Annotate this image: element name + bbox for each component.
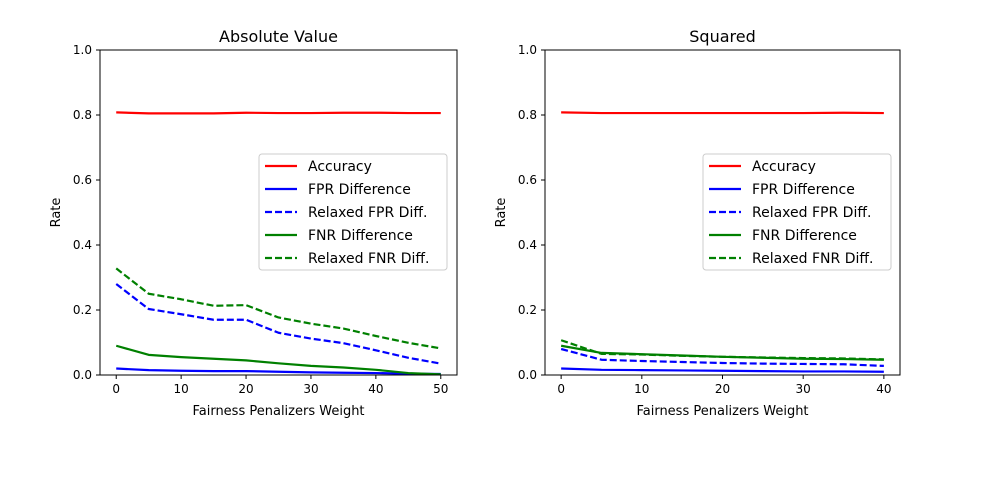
x-tick-label: 0 xyxy=(112,382,120,396)
y-tick-label: 1.0 xyxy=(518,43,537,57)
y-tick-label: 0.0 xyxy=(73,368,92,382)
y-tick-label: 0.0 xyxy=(518,368,537,382)
legend-label: Relaxed FNR Diff. xyxy=(752,251,873,267)
y-axis-label: Rate xyxy=(49,198,64,228)
x-tick-label: 30 xyxy=(796,382,811,396)
legend-label: FNR Difference xyxy=(308,228,413,244)
x-tick-label: 50 xyxy=(433,382,448,396)
series-line-accuracy xyxy=(116,111,441,115)
legend: Accuracy FPR Difference Relaxed FPR Diff. F… xyxy=(258,153,448,271)
y-axis-label: Rate xyxy=(494,198,509,228)
chart-title: Squared xyxy=(689,27,755,46)
series-line-accuracy xyxy=(561,111,884,115)
y-tick-label: 0.6 xyxy=(518,173,537,187)
series-lines xyxy=(560,111,884,373)
series-lines xyxy=(115,111,441,376)
legend-label: Relaxed FPR Diff. xyxy=(308,205,427,221)
x-tick-label: 30 xyxy=(303,382,318,396)
x-tick-label: 10 xyxy=(173,382,188,396)
y-tick-label: 0.2 xyxy=(518,303,537,317)
y-tick-label: 0.8 xyxy=(518,108,537,122)
legend-box xyxy=(258,153,448,271)
series-line-relaxed-fpr-diff xyxy=(560,347,884,367)
y-tick-label: 0.2 xyxy=(73,303,92,317)
legend-box xyxy=(702,153,892,271)
series-line-fpr-difference xyxy=(561,367,884,373)
x-tick-label: 20 xyxy=(715,382,730,396)
legend-label: FPR Difference xyxy=(308,182,411,198)
chart-title: Absolute Value xyxy=(219,27,338,46)
x-axis-label: Fairness Penalizers Weight xyxy=(636,404,808,419)
legend-label: FPR Difference xyxy=(752,182,855,198)
x-tick-label: 10 xyxy=(634,382,649,396)
series-line-relaxed-fpr-diff xyxy=(115,283,441,365)
y-tick-label: 0.8 xyxy=(73,108,92,122)
series-line-fnr-difference xyxy=(115,344,441,376)
legend-label: Accuracy xyxy=(308,159,372,175)
x-tick-label: 20 xyxy=(238,382,253,396)
legend-label: FNR Difference xyxy=(752,228,857,244)
x-tick-label: 40 xyxy=(368,382,383,396)
series-line-relaxed-fnr-diff xyxy=(560,339,884,361)
chart-panel-absolute-value: Absolute Value Fairness Penalizers Weigh… xyxy=(49,27,458,419)
legend-label: Relaxed FNR Diff. xyxy=(308,251,429,267)
chart-panel-squared: Squared Fairness Penalizers Weight Rate … xyxy=(494,27,901,419)
x-tick-label: 0 xyxy=(557,382,565,396)
y-tick-label: 0.6 xyxy=(73,173,92,187)
legend: Accuracy FPR Difference Relaxed FPR Diff. F… xyxy=(702,153,892,271)
legend-label: Relaxed FPR Diff. xyxy=(752,205,871,221)
plot-area-frame xyxy=(99,49,458,376)
series-line-relaxed-fnr-diff xyxy=(115,267,441,350)
y-tick-label: 0.4 xyxy=(518,238,537,252)
x-tick-label: 40 xyxy=(876,382,891,396)
legend-label: Accuracy xyxy=(752,159,816,175)
series-line-fpr-difference xyxy=(116,367,441,376)
x-axis-label: Fairness Penalizers Weight xyxy=(192,404,364,419)
y-tick-label: 1.0 xyxy=(73,43,92,57)
y-tick-label: 0.4 xyxy=(73,238,92,252)
